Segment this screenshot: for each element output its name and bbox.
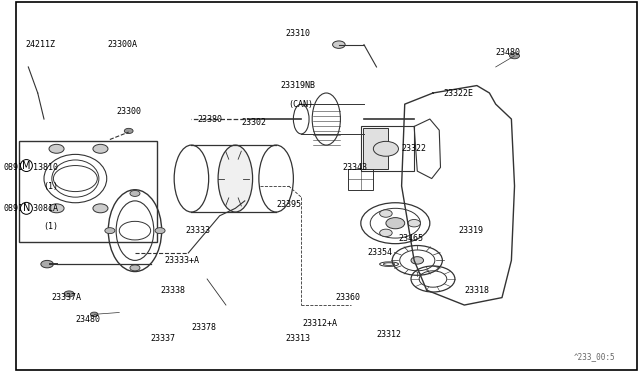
Circle shape: [93, 204, 108, 213]
Circle shape: [49, 204, 64, 213]
Text: ^233_00:5: ^233_00:5: [573, 352, 615, 361]
Circle shape: [373, 141, 399, 156]
Text: (1): (1): [43, 222, 58, 231]
Text: (CAN): (CAN): [289, 100, 314, 109]
Circle shape: [64, 291, 74, 297]
Bar: [19, 141, 157, 242]
Text: 08915-13810: 08915-13810: [4, 163, 59, 172]
Text: 23302: 23302: [242, 118, 267, 127]
Text: 23333: 23333: [185, 226, 210, 235]
Text: 23319NB: 23319NB: [280, 81, 316, 90]
Text: 23319: 23319: [458, 226, 483, 235]
Text: 23338: 23338: [160, 286, 185, 295]
Text: 23480: 23480: [496, 48, 521, 57]
Circle shape: [509, 53, 520, 59]
Circle shape: [124, 128, 133, 134]
Text: 23300: 23300: [116, 107, 141, 116]
Text: 23300A: 23300A: [108, 40, 138, 49]
Circle shape: [333, 41, 345, 48]
Circle shape: [49, 144, 64, 153]
Text: 23333+A: 23333+A: [164, 256, 200, 265]
Circle shape: [411, 257, 424, 264]
Text: 23465: 23465: [399, 234, 424, 243]
Ellipse shape: [218, 145, 253, 212]
Circle shape: [105, 228, 115, 234]
Text: 23480: 23480: [76, 315, 100, 324]
Text: 23360: 23360: [336, 293, 361, 302]
Bar: [363, 128, 388, 169]
Text: 23313: 23313: [285, 334, 310, 343]
Text: 23337: 23337: [150, 334, 176, 343]
Bar: [348, 169, 373, 190]
Text: 23395: 23395: [276, 200, 301, 209]
Circle shape: [386, 218, 404, 229]
Circle shape: [408, 219, 420, 227]
Text: 23312: 23312: [376, 330, 401, 339]
Text: N: N: [23, 203, 30, 213]
Text: (1): (1): [43, 182, 58, 190]
Circle shape: [130, 265, 140, 271]
Circle shape: [90, 312, 98, 317]
Circle shape: [155, 228, 165, 234]
Text: 23380: 23380: [198, 115, 223, 124]
Text: 08911-3081A: 08911-3081A: [4, 204, 59, 213]
Text: 23343: 23343: [342, 163, 367, 172]
Text: 23354: 23354: [367, 248, 392, 257]
Text: M: M: [22, 161, 31, 170]
Circle shape: [130, 190, 140, 196]
Text: 23378: 23378: [191, 323, 216, 332]
Bar: [361, 126, 414, 171]
Text: 23337A: 23337A: [51, 293, 81, 302]
Circle shape: [380, 229, 392, 237]
Circle shape: [41, 260, 53, 268]
Circle shape: [380, 210, 392, 217]
Text: 24211Z: 24211Z: [26, 40, 56, 49]
Text: 23322: 23322: [402, 144, 427, 153]
Text: 23310: 23310: [285, 29, 310, 38]
Text: 23312+A: 23312+A: [303, 319, 337, 328]
Circle shape: [93, 144, 108, 153]
Text: 23318: 23318: [465, 286, 490, 295]
Text: 23322E: 23322E: [443, 89, 473, 97]
